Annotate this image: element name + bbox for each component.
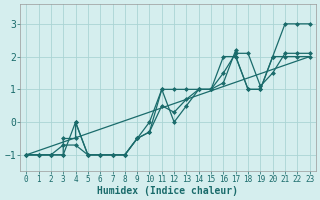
X-axis label: Humidex (Indice chaleur): Humidex (Indice chaleur): [98, 186, 238, 196]
